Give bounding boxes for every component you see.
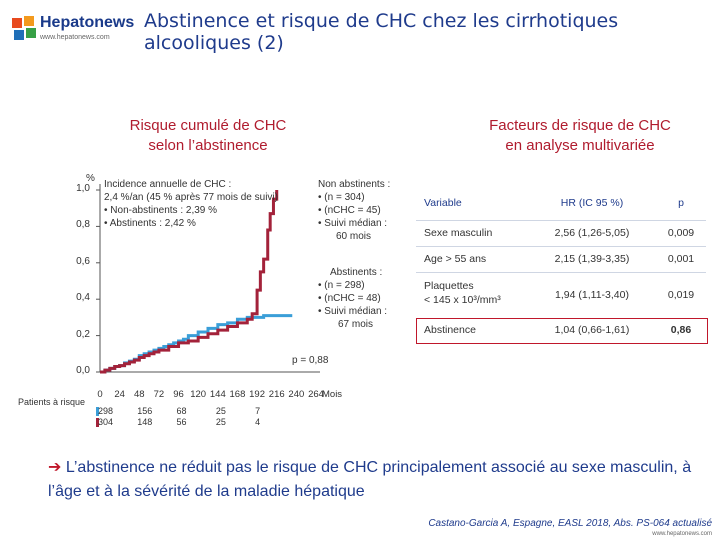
y-tick-label: 0,4	[76, 292, 90, 304]
table-cell-p: 0,86	[670, 324, 692, 336]
x-tick-label: 264	[308, 389, 324, 400]
risk-cell: 304	[98, 417, 114, 427]
table-cell-hr: 2,56 (1,26-5,05)	[554, 227, 630, 239]
x-tick-label: 0	[97, 389, 103, 400]
legend-abstinents-title: Abstinents :	[330, 267, 383, 278]
risk-cell: 25	[215, 406, 226, 416]
legend-non-abstinents-item: Suivi médian :	[324, 218, 388, 229]
risk-cell: 4	[255, 417, 261, 427]
risk-cell: 68	[176, 406, 187, 416]
chart-axes	[96, 184, 320, 427]
x-tick-label: 48	[133, 389, 145, 400]
logo-name: Hepatonews	[40, 14, 135, 31]
incidence-line1: 2,4 %/an (45 % après 77 mois de suivi)	[104, 192, 278, 203]
y-tick-label: 0,6	[76, 255, 90, 267]
arrow-right-icon: ➔	[48, 459, 62, 476]
y-tick-label: 1,0	[76, 183, 90, 194]
table-row: Sexe masculin 2,56 (1,26-5,05) 0,009	[416, 220, 706, 247]
risk-cell: 56	[176, 417, 187, 427]
table-header-p: p	[678, 197, 684, 209]
legend-abstinents-item: (nCHC = 48)	[324, 293, 381, 304]
y-tick-label: 0,0	[76, 365, 90, 376]
risk-cell: 7	[255, 406, 261, 416]
table-header-row: Variable HR (IC 95 %) p	[416, 186, 706, 220]
p-value-label: p = 0,88	[292, 355, 329, 366]
patients-at-risk-label: Patients à risque	[18, 397, 86, 407]
x-tick-label: 216	[268, 389, 285, 400]
x-axis-unit-label: Mois	[322, 389, 343, 400]
table-cell-p: 0,019	[667, 289, 695, 301]
right-heading-line2: en analyse multivariée	[505, 137, 655, 154]
table-cell-variable-line2: < 145 x 10³/mm³	[424, 294, 501, 306]
x-tick-label: 192	[249, 389, 265, 400]
abstinence-highlight-box	[416, 318, 708, 344]
risk-cell: 156	[137, 406, 153, 416]
table-cell-hr: 2,15 (1,39-3,35)	[554, 253, 630, 265]
x-tick-label: 24	[114, 389, 125, 400]
incidence-title: Incidence annuelle de CHC :	[104, 179, 232, 190]
table-cell-hr: 1,04 (0,66-1,61)	[554, 324, 630, 336]
legend-non-abstinents-median: 60 mois	[336, 231, 372, 242]
incidence-bullet-non-abstinents: Non-abstinents : 2,39 %	[110, 205, 218, 216]
logo-url: www.hepatonews.com	[40, 34, 110, 41]
risk-cell: 298	[98, 406, 114, 416]
left-heading-line2: selon l’abstinence	[148, 137, 268, 154]
legend-non-abstinents-item: (nCHC = 45)	[324, 205, 381, 216]
page-title-line2: alcooliques (2)	[144, 32, 284, 54]
x-tick-label: 240	[288, 389, 305, 400]
legend-non-abstinents-title: Non abstinents :	[318, 179, 391, 190]
x-tick-label: 120	[190, 389, 207, 400]
legend-abstinents-item: Suivi médian :	[324, 306, 388, 317]
legend-abstinents-median: 67 mois	[338, 319, 374, 330]
x-tick-label: 72	[153, 389, 165, 400]
incidence-annotation: Incidence annuelle de CHC : 2,4 %/an (45…	[104, 178, 300, 230]
table-cell-variable-line1: Plaquettes	[424, 280, 474, 292]
table-header-variable: Variable	[424, 197, 462, 209]
right-heading-line1: Facteurs de risque de CHC	[489, 117, 671, 134]
conclusion-text: ➔ L’abstinence ne réduit pas le risque d…	[48, 456, 712, 504]
footer-url: www.hepatonews.com	[652, 531, 712, 537]
y-tick-label: 0,2	[76, 328, 90, 340]
risk-row-marker	[96, 407, 99, 416]
legend-non-abstinents: Non abstinents : (n = 304) (nCHC = 45) S…	[318, 178, 418, 243]
table-cell-variable: Sexe masculin	[424, 227, 493, 239]
table-cell-p: 0,001	[667, 253, 695, 265]
left-heading-line1: Risque cumulé de CHC	[129, 117, 287, 134]
series-line-non-abstinents	[100, 190, 279, 374]
table-row: Age > 55 ans 2,15 (1,39-3,35) 0,001	[416, 246, 706, 273]
risk-cell: 25	[215, 417, 226, 427]
table-header-hr: HR (IC 95 %)	[560, 197, 624, 209]
risk-row-marker	[96, 418, 99, 427]
citation: Castano-Garcia A, Espagne, EASL 2018, Ab…	[428, 518, 712, 529]
legend-non-abstinents-item: (n = 304)	[324, 192, 365, 203]
chart-series-layer	[100, 190, 293, 374]
table-cell-variable: Plaquettes < 145 x 10³/mm³	[424, 279, 501, 307]
table-cell-hr: 1,94 (1,11-3,40)	[555, 289, 629, 301]
brand-logo	[8, 8, 132, 52]
table-cell-p: 0,009	[667, 227, 695, 239]
x-tick-label: 168	[229, 389, 246, 400]
x-tick-label: 144	[209, 389, 226, 400]
legend-abstinents: Abstinents : (n = 298) (nCHC = 48) Suivi…	[318, 266, 418, 331]
table-cell-variable: Abstinence	[424, 324, 476, 336]
table-cell-variable: Age > 55 ans	[424, 253, 487, 265]
page-title-line1: Abstinence et risque de CHC chez les cir…	[144, 10, 619, 32]
incidence-bullet-abstinents: Abstinents : 2,42 %	[109, 218, 196, 229]
table-row-abstinence: Abstinence 1,04 (0,66-1,61) 0,86	[416, 318, 706, 344]
legend-abstinents-item: (n = 298)	[324, 280, 365, 291]
right-panel-heading: Facteurs de risque de CHC en analyse mul…	[460, 116, 700, 156]
y-tick-label: 0,8	[76, 219, 90, 231]
y-axis-label: %	[86, 173, 95, 184]
left-panel-heading: Risque cumulé de CHC selon l’abstinence	[100, 116, 316, 156]
logo-mark-icon	[12, 16, 36, 40]
x-tick-label: 96	[173, 389, 184, 400]
table-row: Plaquettes < 145 x 10³/mm³ 1,94 (1,11-3,…	[416, 272, 706, 319]
conclusion-body: L’abstinence ne réduit pas le risque de …	[48, 459, 692, 500]
risk-cell: 148	[137, 417, 153, 427]
